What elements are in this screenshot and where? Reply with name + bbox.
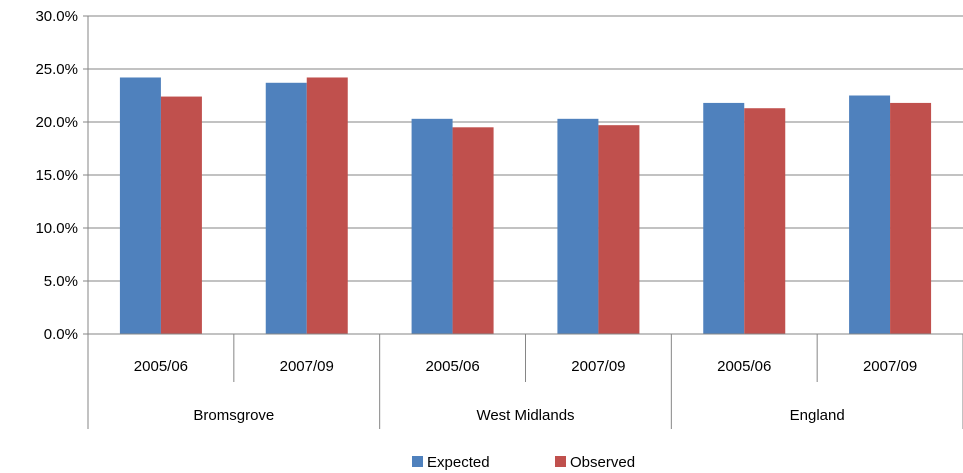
y-tick-labels: 0.0% 5.0% 10.0% 15.0% 20.0% 25.0% 30.0% — [35, 8, 78, 343]
bar-expected — [849, 95, 891, 334]
bars — [119, 77, 932, 335]
legend-label-observed: Observed — [570, 454, 635, 471]
x-tick-label-period: 2007/09 — [863, 358, 917, 375]
legend: Expected Observed — [412, 454, 635, 471]
bar-expected — [265, 82, 307, 334]
bar-expected — [411, 118, 453, 334]
x-tick-label-period: 2005/06 — [425, 358, 479, 375]
y-tick-label: 0.0% — [44, 326, 78, 343]
x-tick-label-period: 2007/09 — [571, 358, 625, 375]
legend-swatch-observed — [555, 456, 566, 467]
bar-observed — [598, 125, 640, 335]
x-tick-label-group: Bromsgrove — [193, 407, 274, 424]
gridlines — [88, 15, 963, 282]
bar-observed — [160, 96, 202, 334]
bar-observed — [452, 127, 494, 334]
bar-observed — [306, 77, 348, 334]
y-tick-label: 15.0% — [35, 167, 78, 184]
x-tick-label-group: England — [790, 407, 845, 424]
x-tick-label-period: 2005/06 — [717, 358, 771, 375]
bar-observed — [744, 108, 786, 334]
x-tick-labels: 2005/06 2007/09 2005/06 2007/09 2005/06 2007/… — [134, 358, 917, 424]
y-tick-label: 25.0% — [35, 61, 78, 78]
bar-observed — [890, 102, 932, 334]
bar-expected — [557, 118, 599, 334]
y-tick-label: 30.0% — [35, 8, 78, 25]
legend-swatch-expected — [412, 456, 423, 467]
y-tick-label: 20.0% — [35, 114, 78, 131]
x-tick-label-period: 2007/09 — [280, 358, 334, 375]
legend-label-expected: Expected — [427, 454, 490, 471]
x-tick-label-group: West Midlands — [476, 407, 574, 424]
x-tick-label-period: 2005/06 — [134, 358, 188, 375]
y-tick-label: 5.0% — [44, 273, 78, 290]
y-tick-label: 10.0% — [35, 220, 78, 237]
bar-expected — [119, 77, 161, 334]
axes — [83, 15, 963, 429]
bar-expected — [703, 102, 745, 334]
